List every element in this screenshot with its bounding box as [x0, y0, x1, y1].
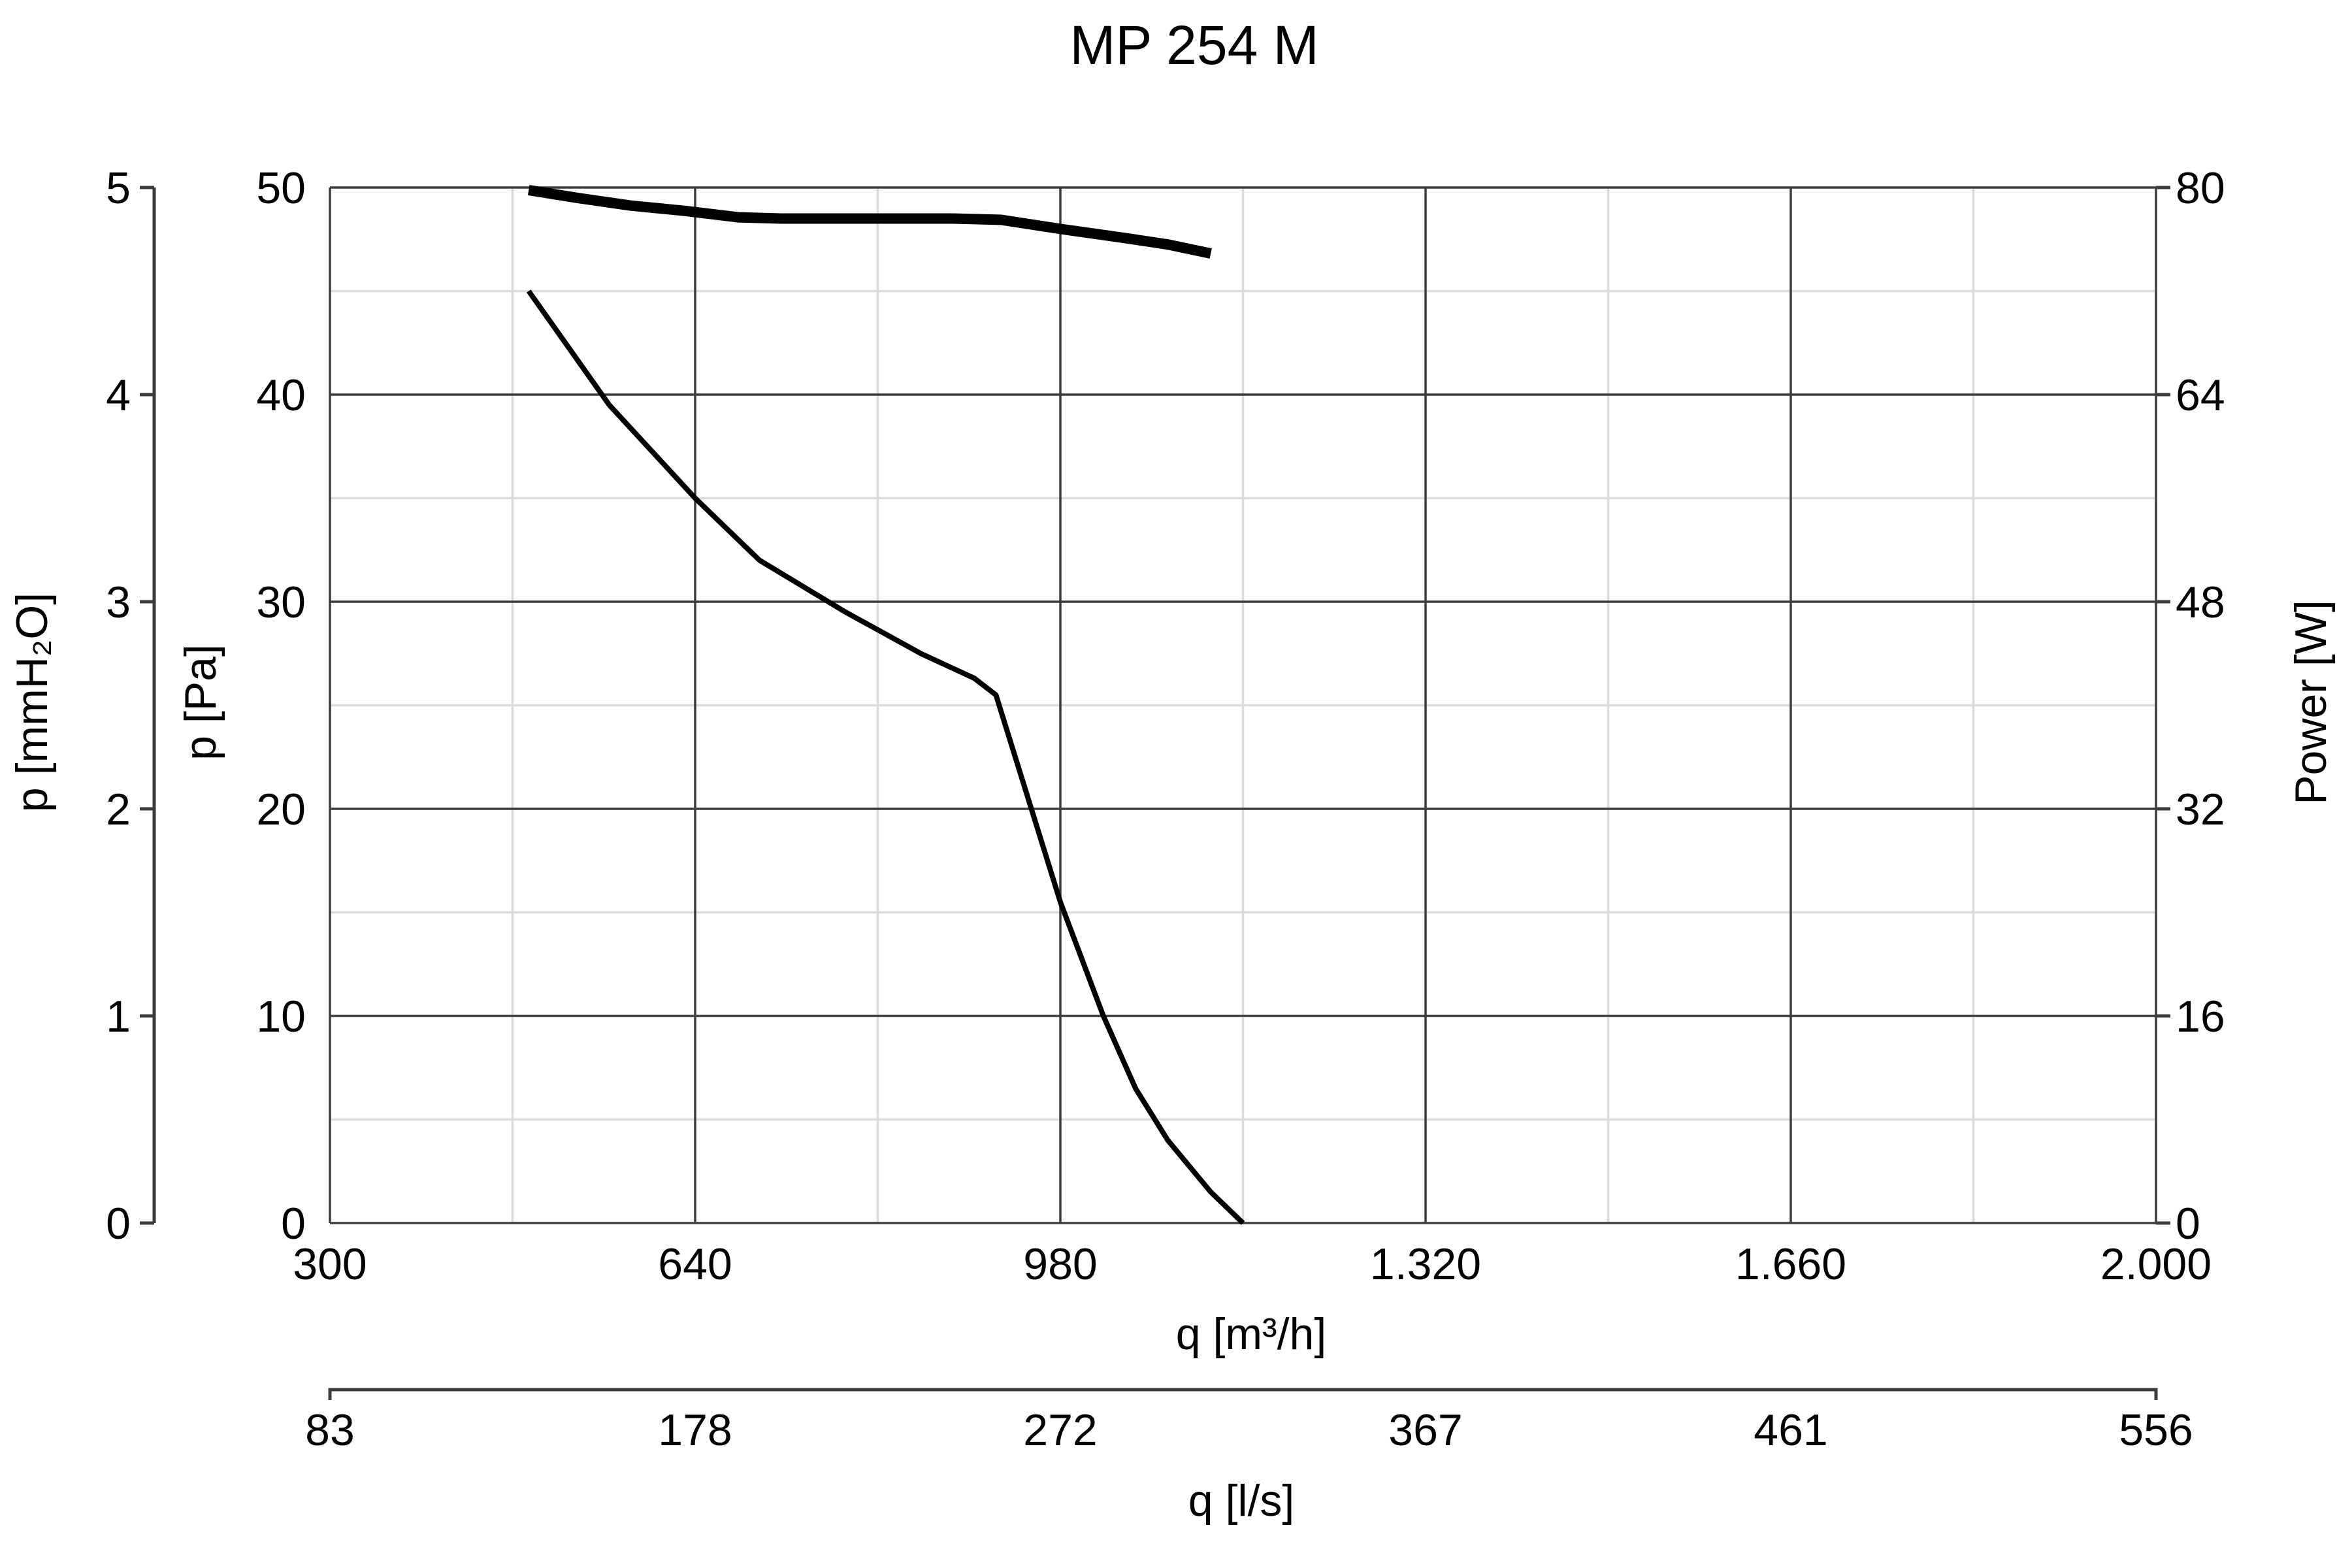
pressure-curve [526, 289, 1245, 1225]
y-tick-label: 0 [281, 1199, 306, 1249]
x2-tick-label: 367 [1388, 1405, 1462, 1455]
power-curve [527, 185, 1212, 259]
x2-tick-label: 461 [1754, 1405, 1827, 1455]
x2-axis-line [328, 1388, 2158, 1400]
y-right-axis-label: Power [W] [2286, 600, 2336, 805]
x2-axis-label: q [l/s] [1188, 1476, 1295, 1526]
y-axis-label: p [Pa] [176, 644, 225, 760]
axes [140, 186, 2170, 1400]
y-right-tick-label: 64 [2176, 370, 2225, 420]
grid-minor [330, 188, 2156, 1223]
y-tick-label: 20 [256, 785, 306, 834]
y-tick-label: 10 [256, 992, 306, 1041]
x2-tick-label: 178 [658, 1405, 732, 1455]
y-left-outer-tick-label: 5 [106, 163, 131, 213]
y-tick-label: 40 [256, 370, 306, 420]
y-tick-label: 30 [256, 578, 306, 627]
series-layer [526, 185, 1245, 1225]
x-tick-label: 300 [293, 1239, 367, 1289]
y-left-outer-tick-label: 1 [106, 992, 131, 1041]
y-right-tick-label: 0 [2176, 1199, 2200, 1249]
y-right-tick-label: 80 [2176, 163, 2225, 213]
x2-tick-label: 83 [305, 1405, 355, 1455]
y-left-outer-tick-label: 2 [106, 785, 131, 834]
y-left-outer-axis-label: p [mmH₂O] [7, 593, 57, 812]
x-tick-label: 2.000 [2100, 1239, 2212, 1289]
chart-title: MP 254 M [1070, 14, 1318, 76]
y-tick-label: 50 [256, 163, 306, 213]
y-left-outer-tick-label: 0 [106, 1199, 131, 1249]
x-tick-label: 980 [1023, 1239, 1097, 1289]
x-axis-label: q [m³/h] [1176, 1309, 1327, 1359]
y-left-outer-tick-label: 3 [106, 578, 131, 627]
x2-tick-label: 556 [2119, 1405, 2193, 1455]
x-tick-label: 1.320 [1370, 1239, 1481, 1289]
x-tick-label: 1.660 [1735, 1239, 1846, 1289]
y-left-outer-tick-label: 4 [106, 370, 131, 420]
x-tick-label: 640 [658, 1239, 732, 1289]
y-right-tick-label: 16 [2176, 992, 2225, 1041]
x2-tick-label: 272 [1023, 1405, 1097, 1455]
y-right-tick-label: 48 [2176, 578, 2225, 627]
y-right-tick-label: 32 [2176, 785, 2225, 834]
